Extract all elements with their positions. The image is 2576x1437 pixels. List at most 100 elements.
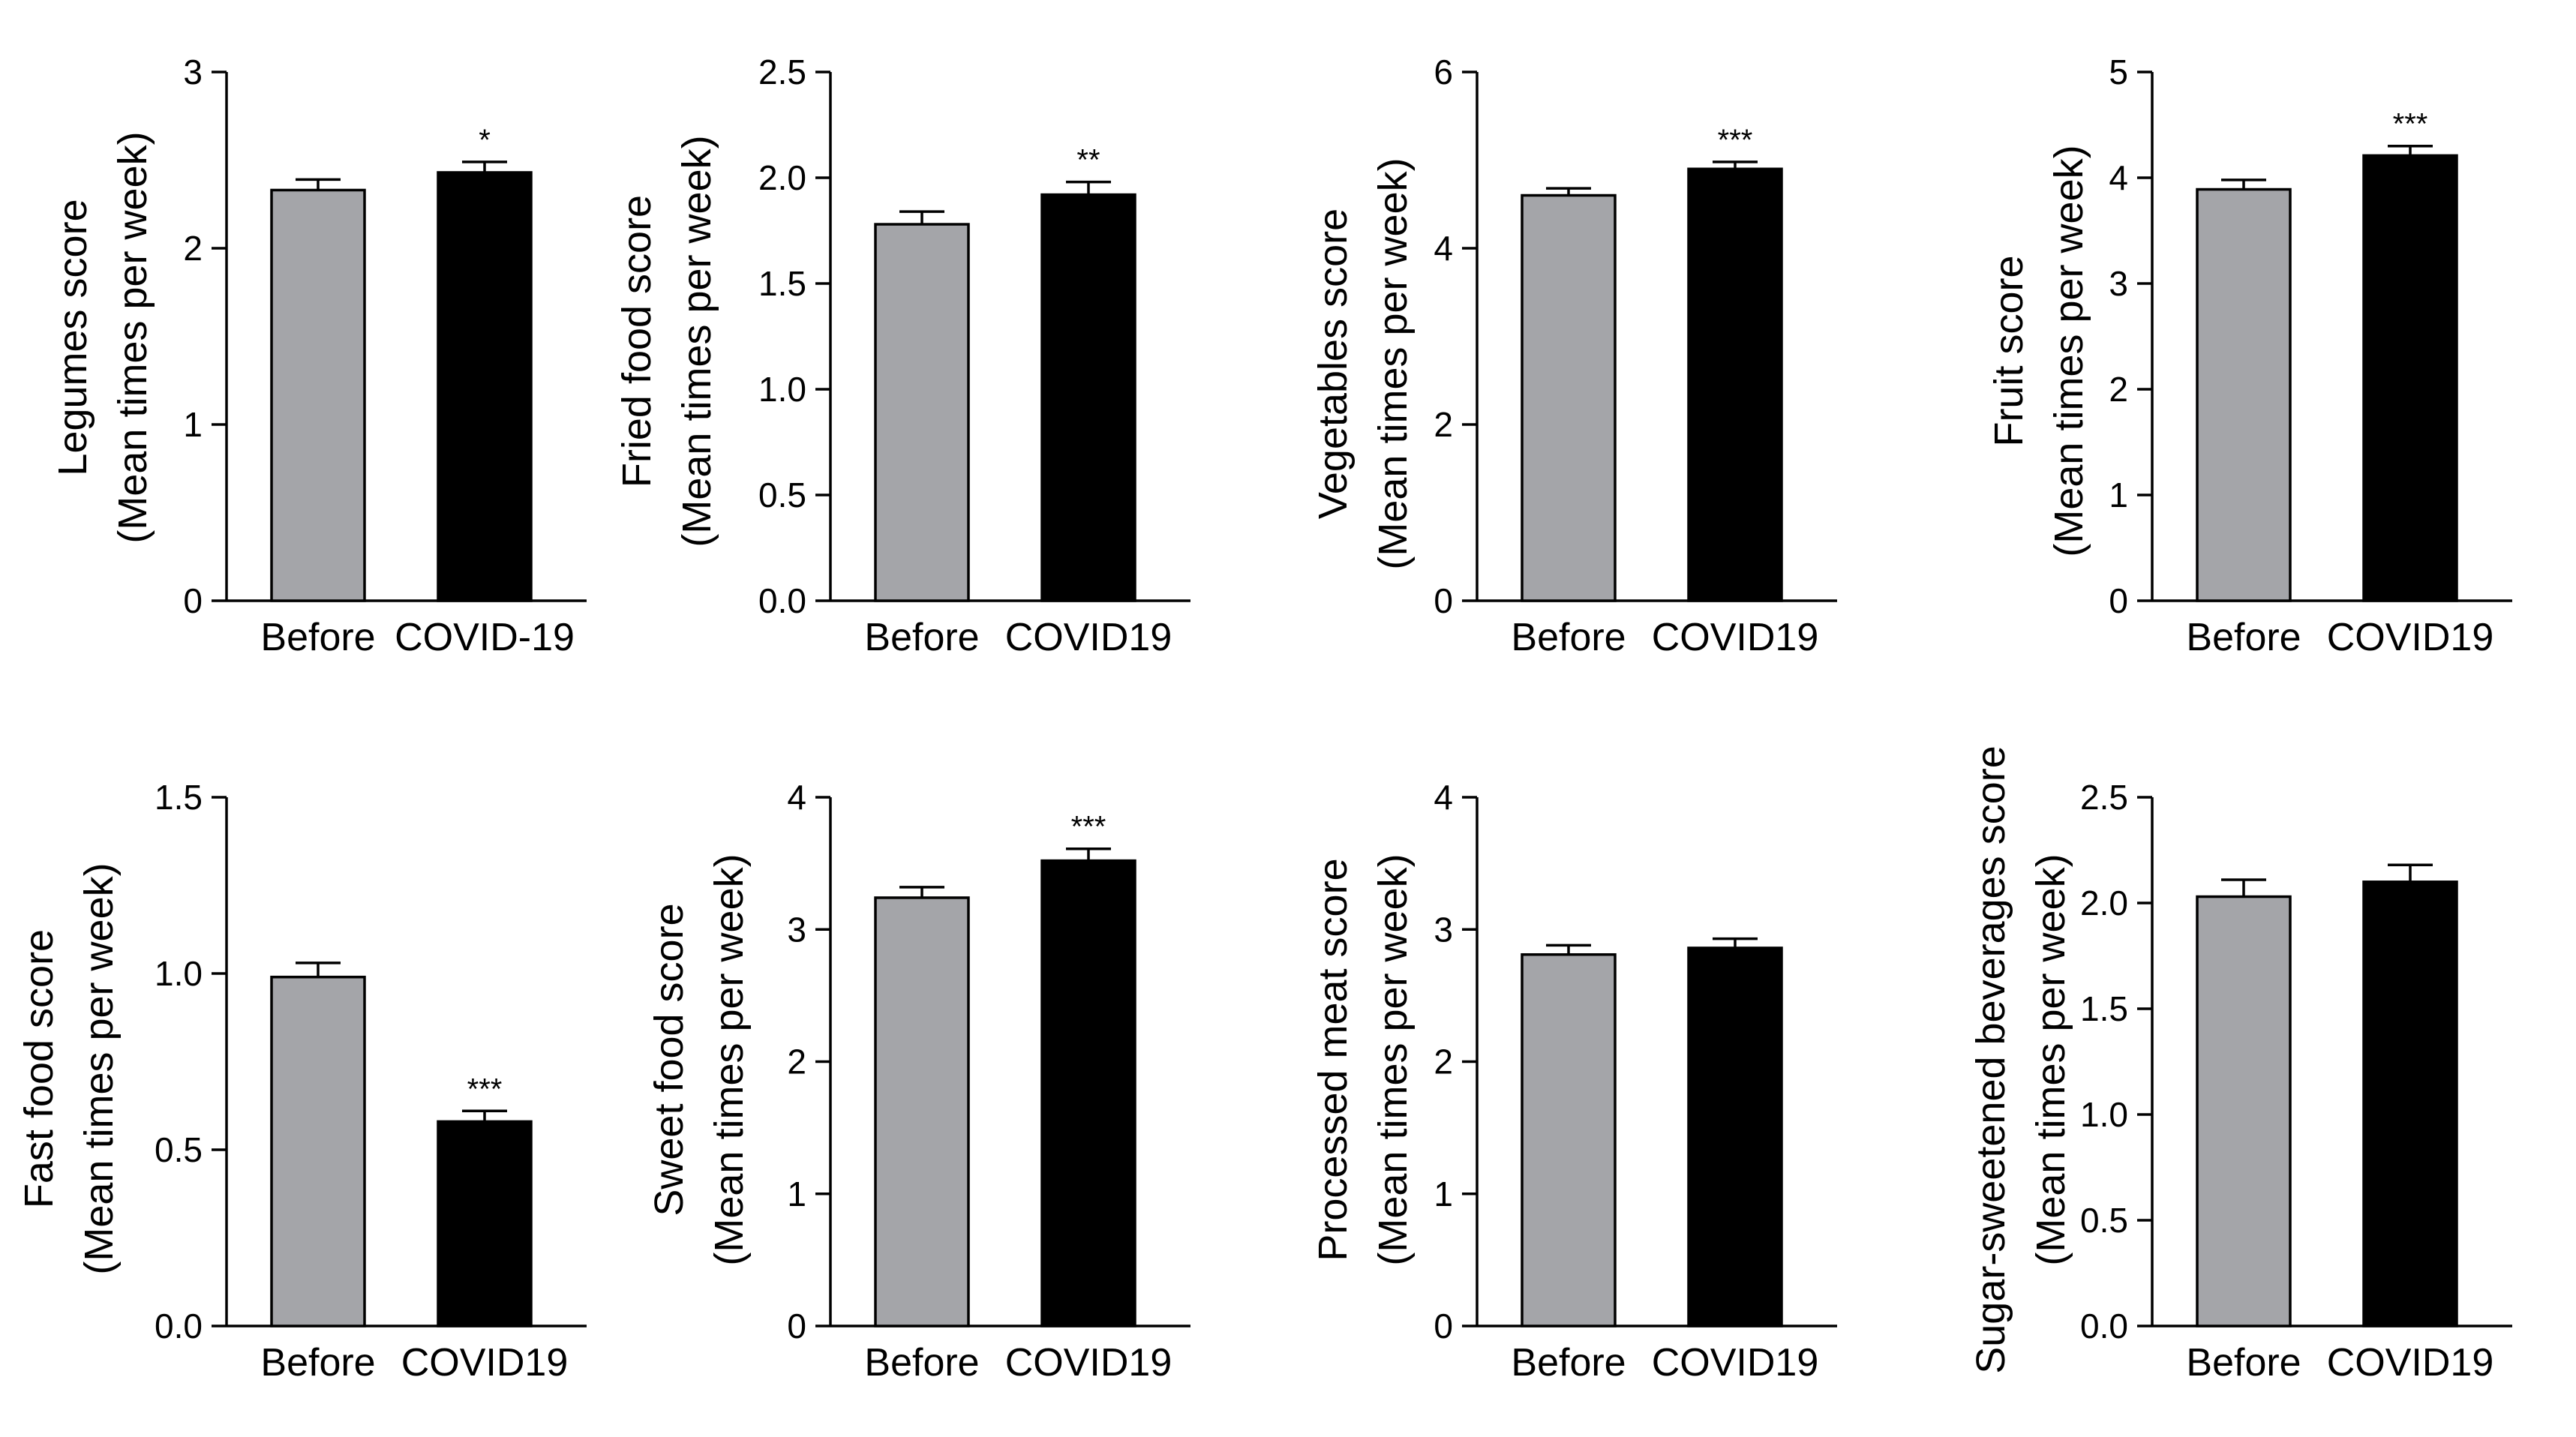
- y-tick-label: 0.5: [2080, 1201, 2128, 1240]
- x-category-label: Before: [864, 1341, 979, 1384]
- x-category-label: COVID19: [2327, 616, 2494, 659]
- bar-covid: [437, 171, 533, 602]
- x-category-label: Before: [2186, 1341, 2301, 1384]
- y-tick-label: 0: [2109, 581, 2128, 620]
- x-category-label: Before: [2186, 616, 2301, 659]
- sugar-sweetened-beverages-panel: 0.0 0.5 1.0 1.5 2.0 2.5 Before COVID19 Sugar-swe…: [1968, 746, 2512, 1384]
- processed-meat-panel: 0 1 2 3 4 Before COVID19 Processed meat score (M…: [1311, 778, 1837, 1384]
- significance-marker: *: [479, 124, 491, 157]
- y-tick-label: 1: [2109, 476, 2128, 514]
- y-tick-label: 2.5: [758, 52, 806, 92]
- x-category-label: Before: [864, 616, 979, 659]
- y-tick-label: 0: [183, 581, 203, 620]
- bar-covid: [437, 1120, 533, 1328]
- y-axis-subtitle: (Mean times per week): [2028, 854, 2073, 1265]
- y-axis-subtitle: (Mean times per week): [674, 135, 719, 547]
- y-tick-label: 3: [787, 910, 806, 949]
- bar-before: [874, 896, 970, 1328]
- bar-before: [2196, 895, 2292, 1328]
- y-tick-label: 2.0: [758, 158, 806, 197]
- bar-before: [270, 975, 366, 1328]
- fast-food-panel: 0.0 0.5 1.0 1.5 Before *** COVID19 Fast food sc…: [17, 778, 587, 1384]
- y-tick-label: 6: [1434, 52, 1453, 92]
- x-category-label: COVID19: [401, 1341, 569, 1384]
- y-axis-title: Processed meat score: [1311, 858, 1356, 1261]
- bar-before: [1521, 952, 1617, 1328]
- y-tick-label: 4: [1434, 778, 1453, 817]
- y-tick-label: 0.5: [155, 1130, 203, 1169]
- y-tick-label: 4: [1434, 229, 1453, 268]
- bar-covid: [1040, 859, 1136, 1328]
- y-tick-label: 2: [1434, 1042, 1453, 1082]
- significance-marker: ***: [1718, 124, 1753, 157]
- x-category-label: COVID19: [2327, 1341, 2494, 1384]
- x-category-label: COVID19: [1005, 616, 1172, 659]
- y-tick-label: 2: [2109, 370, 2128, 409]
- y-axis-subtitle: (Mean times per week): [1371, 158, 1416, 569]
- x-category-label: Before: [260, 616, 375, 659]
- y-tick-label: 1.0: [758, 370, 806, 409]
- y-axis-title: Vegetables score: [1311, 208, 1356, 519]
- y-tick-label: 5: [2109, 52, 2128, 92]
- x-category-label: COVID19: [1005, 1341, 1172, 1384]
- y-axis-subtitle: (Mean times per week): [707, 854, 752, 1265]
- bar-covid: [1040, 193, 1136, 602]
- y-axis-title: Legumes score: [50, 199, 95, 476]
- legumes-panel: 0 1 2 3 Before * COVID-19 Legumes score (Mean ti…: [50, 52, 587, 659]
- y-tick-label: 0.0: [155, 1306, 203, 1346]
- y-axis-title: Fried food score: [614, 195, 659, 488]
- y-axis-title: Sugar-sweetened beverages score: [1968, 746, 2013, 1374]
- y-tick-label: 3: [2109, 264, 2128, 303]
- x-category-label: Before: [1511, 1341, 1626, 1384]
- significance-marker: ***: [1071, 811, 1106, 844]
- x-category-label: Before: [260, 1341, 375, 1384]
- bar-covid: [2362, 880, 2458, 1328]
- bar-before: [874, 223, 970, 602]
- y-tick-label: 2.5: [2080, 778, 2128, 817]
- significance-marker: **: [1076, 144, 1100, 177]
- y-tick-label: 1.5: [155, 778, 203, 817]
- y-tick-label: 1.5: [758, 264, 806, 303]
- y-axis-title: Fast food score: [17, 929, 62, 1208]
- y-tick-label: 0.0: [758, 581, 806, 620]
- significance-marker: ***: [467, 1072, 503, 1106]
- y-tick-label: 2: [183, 229, 203, 268]
- y-axis-title: Sweet food score: [647, 903, 692, 1216]
- y-tick-label: 3: [183, 52, 203, 92]
- y-tick-label: 1.5: [2080, 989, 2128, 1028]
- y-tick-label: 1: [1434, 1174, 1453, 1214]
- bar-covid: [1687, 946, 1783, 1328]
- y-tick-label: 0: [787, 1306, 806, 1346]
- x-category-label: COVID19: [1652, 1341, 1819, 1384]
- x-category-label: COVID-19: [395, 616, 575, 659]
- y-tick-label: 3: [1434, 910, 1453, 949]
- bar-covid: [1687, 167, 1783, 602]
- y-axis-subtitle: (Mean times per week): [77, 862, 122, 1274]
- y-tick-label: 0: [1434, 581, 1453, 620]
- significance-marker: ***: [2393, 108, 2428, 141]
- y-tick-label: 0: [1434, 1306, 1453, 1346]
- y-tick-label: 2: [787, 1042, 806, 1082]
- y-tick-label: 1.0: [2080, 1095, 2128, 1134]
- x-category-label: Before: [1511, 616, 1626, 659]
- y-axis-subtitle: (Mean times per week): [110, 131, 155, 543]
- sweet-food-panel: 0 1 2 3 4 Before *** COVID19 Sweet food score (Me…: [647, 778, 1190, 1384]
- y-tick-label: 1: [787, 1174, 806, 1214]
- vegetables-panel: 0 2 4 6 Before *** COVID19 Vegetables score (Mea…: [1311, 52, 1837, 659]
- y-tick-label: 0.0: [2080, 1306, 2128, 1346]
- x-category-label: COVID19: [1652, 616, 1819, 659]
- y-tick-label: 1: [183, 405, 203, 444]
- y-tick-label: 1.0: [155, 954, 203, 993]
- bar-before: [1521, 194, 1617, 602]
- y-axis-subtitle: (Mean times per week): [1371, 854, 1416, 1265]
- bar-covid: [2362, 154, 2458, 602]
- y-axis-title: Fruit score: [1986, 255, 2031, 446]
- y-axis-subtitle: (Mean times per week): [2046, 145, 2091, 556]
- fruit-panel: 0 1 2 3 4 5 Before *** COVID19 Fruit score (Mean t…: [1986, 52, 2512, 659]
- y-tick-label: 2.0: [2080, 884, 2128, 922]
- y-tick-label: 4: [787, 778, 806, 817]
- y-tick-label: 4: [2109, 158, 2128, 197]
- bar-before: [270, 188, 366, 602]
- y-tick-label: 2: [1434, 405, 1453, 444]
